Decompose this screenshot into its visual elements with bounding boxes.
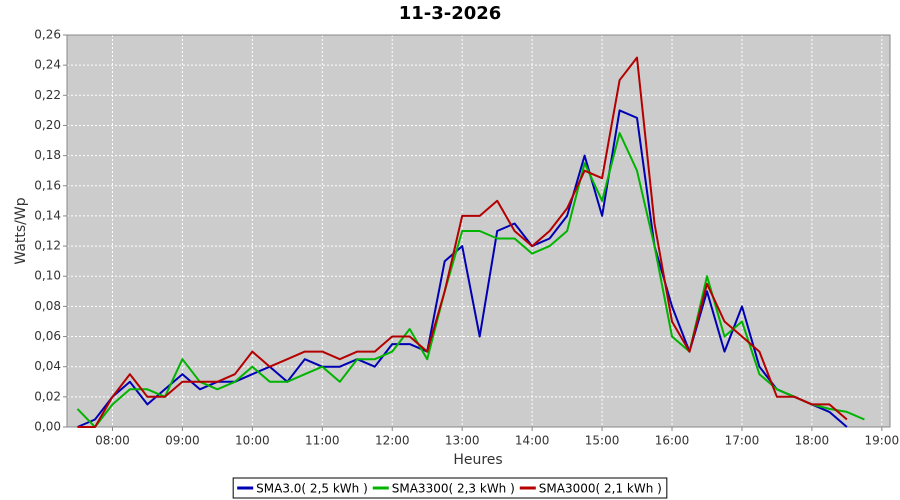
y-tick-label: 0,14 — [34, 208, 61, 222]
series-line — [77, 56, 848, 428]
y-tick-label: 0,08 — [34, 299, 61, 313]
chart-title: 11-3-2026 — [399, 3, 502, 24]
x-tick-label: 16:00 — [655, 434, 690, 448]
x-tick-label: 13:00 — [445, 434, 480, 448]
y-tick-label: 0,26 — [34, 28, 61, 42]
legend: SMA3.0( 2,5 kWh ) SMA3300( 2,3 kWh ) SMA30… — [232, 477, 668, 499]
x-tick-label: 11:00 — [305, 434, 340, 448]
y-tick-label: 0,16 — [34, 178, 61, 192]
x-tick-label: 10:00 — [235, 434, 270, 448]
legend-box — [232, 477, 668, 499]
x-axis-label: Heures — [453, 452, 502, 468]
y-tick-label: 0,12 — [34, 239, 61, 253]
y-tick-label: 0,04 — [34, 359, 61, 373]
x-tick-label: 09:00 — [165, 434, 200, 448]
y-tick-label: 0,06 — [34, 329, 61, 343]
x-tick-label: 14:00 — [515, 434, 550, 448]
y-tick-label: 0,18 — [34, 148, 61, 162]
x-tick-label: 15:00 — [585, 434, 620, 448]
x-tick-label: 12:00 — [375, 434, 410, 448]
y-tick-label: 0,22 — [34, 88, 61, 102]
y-tick-label: 0,02 — [34, 389, 61, 403]
plot-border — [66, 34, 891, 428]
y-tick-label: 0,00 — [34, 420, 61, 434]
x-tick-label: 17:00 — [725, 434, 760, 448]
x-tick-label: 08:00 — [95, 434, 130, 448]
series-line — [77, 109, 848, 428]
legend-text: SMA3.0( 2,5 kWh ) — [256, 482, 368, 496]
y-tick-label: 0,24 — [34, 58, 61, 72]
y-tick-label: 0,10 — [34, 269, 61, 283]
legend-text: SMA3300( 2,3 kWh ) — [392, 482, 515, 496]
x-tick-label: 18:00 — [795, 434, 830, 448]
y-axis-label: Watts/Wp — [13, 197, 29, 264]
legend-text: SMA3000( 2,1 kWh ) — [539, 482, 662, 496]
y-tick-label: 0,20 — [34, 118, 61, 132]
x-tick-label: 19:00 — [865, 434, 900, 448]
